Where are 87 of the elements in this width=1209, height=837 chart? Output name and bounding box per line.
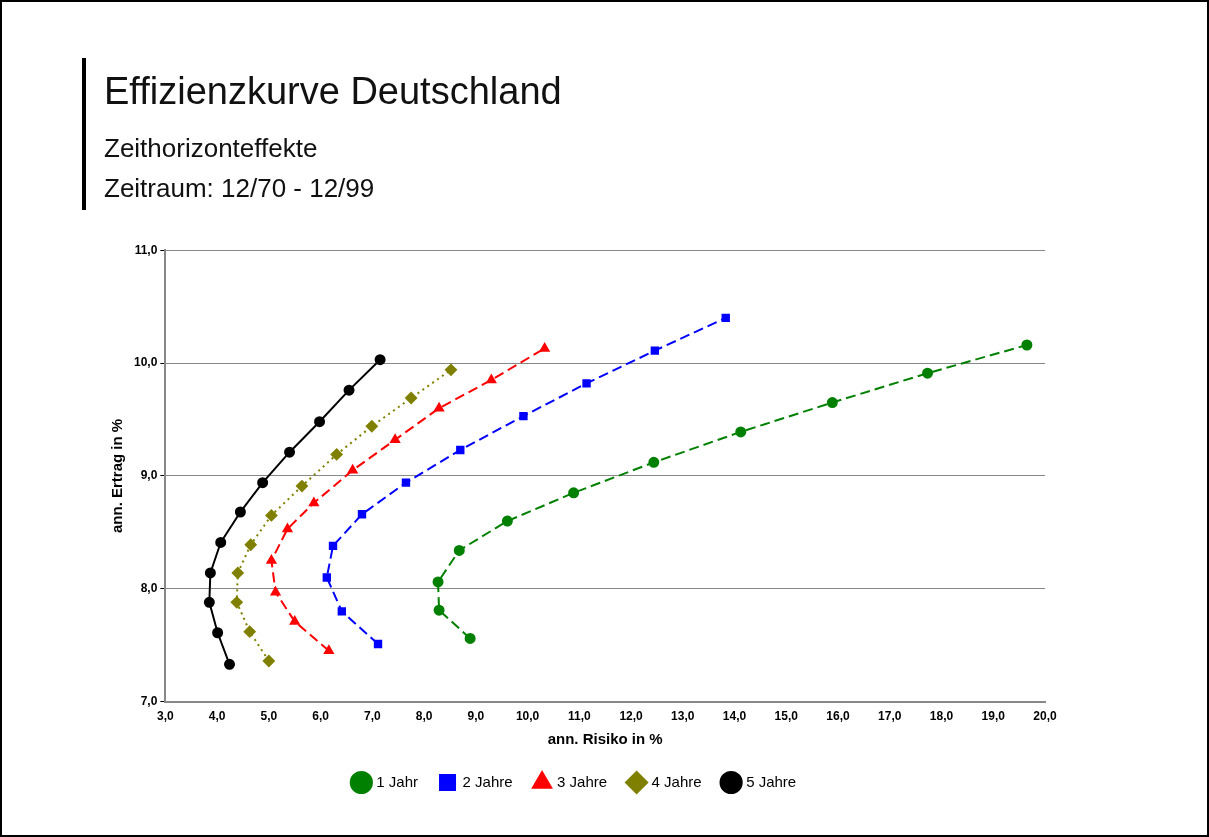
point bbox=[343, 384, 355, 396]
point bbox=[215, 536, 227, 548]
point bbox=[826, 397, 838, 409]
point bbox=[568, 487, 580, 499]
point bbox=[501, 515, 513, 527]
point bbox=[365, 420, 378, 433]
point bbox=[464, 632, 476, 644]
point bbox=[453, 544, 465, 556]
point bbox=[314, 416, 326, 428]
point bbox=[337, 607, 346, 616]
point bbox=[401, 478, 411, 487]
point bbox=[456, 445, 465, 455]
x-tick-label: 18,0 bbox=[929, 709, 954, 724]
point bbox=[308, 497, 319, 507]
x-tick-label: 11,0 bbox=[567, 709, 591, 724]
point bbox=[347, 464, 358, 474]
x-tick-label: 15,0 bbox=[774, 709, 799, 724]
point bbox=[284, 446, 296, 458]
point bbox=[270, 586, 281, 596]
y-tick-label: 9,0 bbox=[140, 468, 158, 483]
x-tick-label: 20,0 bbox=[1033, 709, 1057, 724]
point bbox=[230, 596, 243, 609]
point bbox=[922, 367, 934, 379]
point bbox=[323, 645, 334, 655]
y-tick-label: 7,0 bbox=[140, 693, 158, 708]
x-tick-label: 10,0 bbox=[515, 709, 540, 724]
legend-label: 1 Jahr bbox=[376, 772, 419, 790]
point bbox=[1021, 339, 1033, 351]
point bbox=[357, 510, 367, 519]
legend-label: 2 Jahre bbox=[462, 772, 513, 790]
x-tick-label: 4,0 bbox=[208, 709, 226, 724]
x-tick-label: 9,0 bbox=[467, 709, 485, 724]
point bbox=[519, 411, 528, 421]
point bbox=[244, 538, 257, 551]
point bbox=[234, 506, 246, 518]
y-tick-label: 8,0 bbox=[140, 581, 158, 596]
point bbox=[203, 596, 215, 608]
y-axis-title: ann. Ertrag in % bbox=[108, 418, 126, 533]
point bbox=[295, 480, 308, 493]
legend-label: 5 Jahre bbox=[746, 772, 797, 790]
chart-title: Effizienzkurve Deutschland bbox=[104, 70, 562, 113]
x-tick-label: 6,0 bbox=[312, 709, 330, 724]
point bbox=[330, 448, 343, 461]
x-axis-title: ann. Risiko in % bbox=[547, 730, 663, 748]
point bbox=[374, 354, 386, 366]
x-tick-label: 19,0 bbox=[981, 709, 1006, 724]
y-tick-label: 10,0 bbox=[134, 355, 158, 370]
point bbox=[582, 379, 591, 388]
legend-label: 3 Jahre bbox=[557, 772, 608, 790]
point bbox=[390, 434, 400, 444]
point bbox=[289, 615, 300, 625]
x-tick-label: 17,0 bbox=[878, 709, 902, 724]
x-tick-label: 7,0 bbox=[363, 709, 381, 724]
point bbox=[433, 604, 445, 616]
point bbox=[434, 402, 444, 412]
point bbox=[539, 342, 550, 352]
x-tick-label: 16,0 bbox=[826, 709, 851, 724]
x-tick-label: 12,0 bbox=[619, 709, 644, 724]
x-tick-label: 14,0 bbox=[722, 709, 747, 724]
point bbox=[224, 658, 236, 670]
point bbox=[721, 313, 730, 323]
point bbox=[266, 555, 277, 564]
point bbox=[243, 625, 256, 638]
point bbox=[373, 639, 383, 649]
point bbox=[432, 576, 444, 588]
point bbox=[328, 541, 338, 551]
point bbox=[212, 627, 224, 639]
point bbox=[257, 477, 269, 489]
legend-label: 4 Jahre bbox=[651, 772, 702, 790]
point bbox=[650, 346, 660, 355]
point bbox=[444, 363, 457, 376]
x-tick-label: 8,0 bbox=[415, 709, 433, 724]
point bbox=[231, 566, 244, 579]
point bbox=[322, 573, 331, 582]
point bbox=[648, 456, 660, 468]
y-tick-label: 11,0 bbox=[134, 242, 158, 257]
x-tick-label: 3,0 bbox=[157, 709, 175, 724]
point bbox=[735, 426, 747, 438]
point bbox=[265, 509, 278, 522]
point bbox=[486, 374, 497, 384]
chart-subtitle: Zeithorizonteffekte Zeitraum: 12/70 - 12/99 bbox=[104, 132, 375, 205]
point bbox=[282, 523, 293, 533]
x-tick-label: 13,0 bbox=[671, 709, 695, 724]
point bbox=[405, 392, 418, 405]
x-tick-label: 5,0 bbox=[260, 709, 278, 724]
point bbox=[204, 567, 216, 579]
point bbox=[262, 654, 275, 667]
